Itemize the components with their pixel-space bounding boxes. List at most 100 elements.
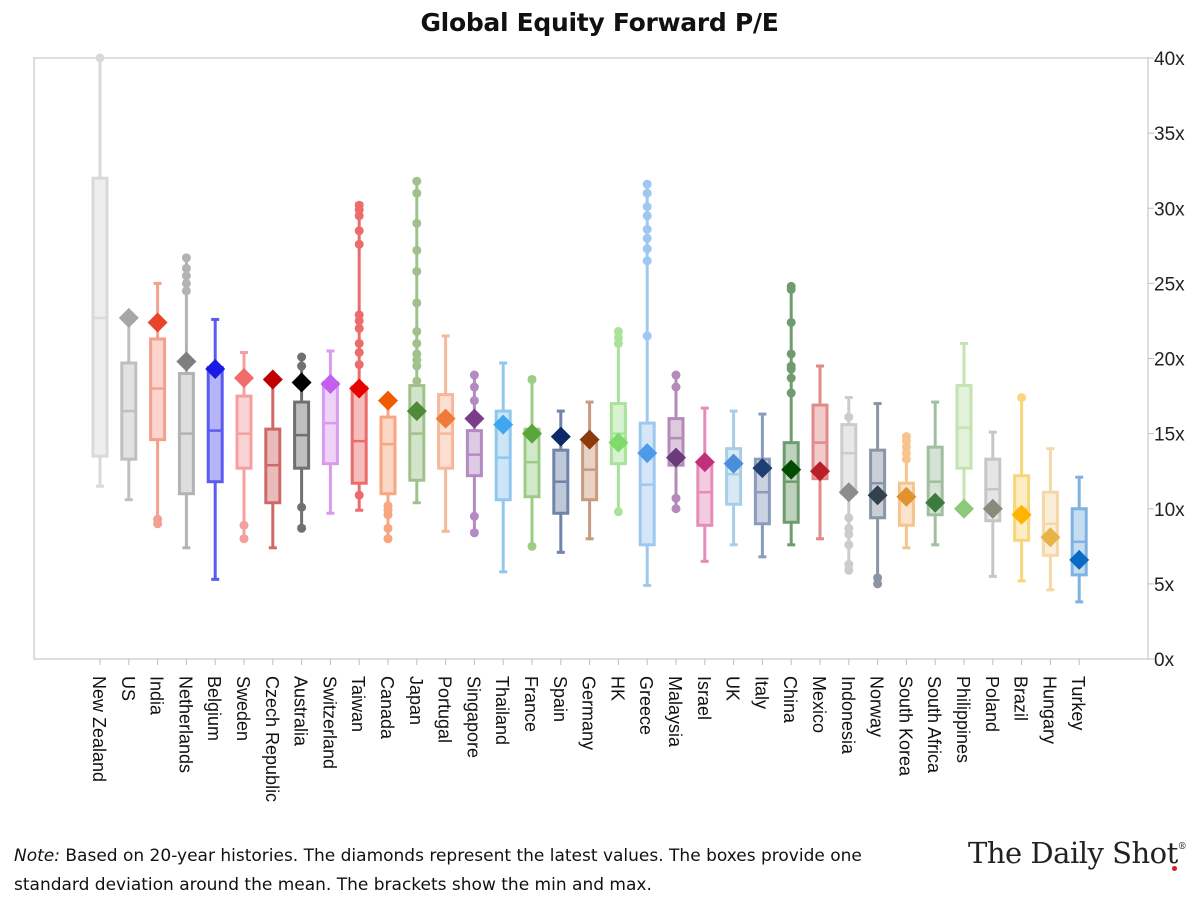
latest-value-diamond: [118, 307, 139, 328]
latest-value-diamond: [867, 485, 888, 506]
outlier-point: [239, 534, 249, 544]
y-tick-label: 15x: [1154, 425, 1185, 446]
x-tick-label: Italy: [751, 676, 771, 709]
series-south-korea: [896, 432, 917, 550]
latest-value-diamond: [291, 372, 312, 393]
latest-value-diamond: [493, 414, 514, 435]
outlier-point: [354, 239, 364, 249]
x-tick-label: Thailand: [492, 676, 512, 745]
x-tick-label: India: [147, 676, 167, 716]
x-tick-label: Canada: [377, 676, 397, 740]
x-tick-label: Switzerland: [319, 676, 339, 769]
series-thailand: [493, 361, 514, 574]
x-tick-label: Taiwan: [348, 676, 368, 732]
outlier-point: [527, 541, 537, 551]
x-tick-label: Norway: [867, 676, 887, 737]
outlier-point: [786, 281, 796, 291]
box-plot-chart: 0x 5x 10x 15x 20x 25x 30x 35x 40x New Zealand US I…: [33, 49, 1185, 802]
latest-value-diamond: [579, 429, 600, 450]
series-malaysia: [666, 370, 686, 514]
outlier-point: [239, 520, 249, 530]
latest-value-diamond: [378, 390, 398, 411]
y-tick-label: 5x: [1154, 575, 1175, 596]
std-dev-box: [206, 366, 224, 484]
series-hungary: [1040, 447, 1061, 592]
brand-dot: [1172, 866, 1177, 871]
x-tick-label: China: [780, 676, 800, 724]
outlier-point: [844, 412, 854, 422]
series-sweden: [234, 350, 254, 544]
series-france: [522, 375, 542, 551]
series-us: [118, 307, 139, 502]
series-uk: [723, 409, 744, 547]
latest-value-diamond: [522, 423, 542, 444]
series-india: [147, 281, 168, 529]
outlier-point: [873, 573, 883, 583]
outlier-point: [297, 352, 307, 362]
series-hk: [608, 326, 629, 517]
latest-value-diamond: [320, 374, 341, 395]
x-tick-label: Turkey: [1068, 676, 1088, 730]
outlier-point: [901, 432, 911, 442]
outlier-point: [1017, 393, 1027, 403]
y-tick-label: 0x: [1154, 650, 1175, 671]
outlier-point: [412, 326, 422, 336]
outlier-point: [642, 211, 652, 221]
outlier-point: [412, 298, 422, 308]
std-dev-box: [581, 441, 599, 502]
x-tick-label: UK: [723, 676, 743, 701]
outlier-point: [613, 326, 623, 336]
outlier-point: [297, 523, 307, 533]
x-tick-label: Poland: [982, 676, 1002, 732]
series-brazil: [1011, 393, 1032, 583]
outlier-point: [844, 523, 854, 533]
outlier-point: [469, 511, 479, 521]
x-tick-label: Mexico: [809, 676, 829, 733]
outlier-point: [786, 349, 796, 359]
std-dev-box: [465, 429, 483, 478]
outlier-point: [613, 507, 623, 517]
outlier-point: [786, 373, 796, 383]
latest-value-diamond: [954, 498, 974, 519]
latest-value-diamond: [810, 461, 830, 482]
latest-value-diamond: [435, 408, 456, 429]
latest-value-diamond: [176, 351, 197, 372]
y-tick-label: 35x: [1154, 124, 1185, 145]
series-czech-republic: [262, 369, 283, 550]
x-tick-label: Greece: [636, 676, 656, 735]
series-belgium: [205, 317, 226, 581]
x-tick-label: Malaysia: [665, 676, 685, 748]
y-axis: 0x 5x 10x 15x 20x 25x 30x 35x 40x: [1148, 49, 1185, 671]
series-norway: [867, 402, 888, 589]
outlier-point: [412, 338, 422, 348]
brand-logo: The Daily Shot®: [968, 836, 1187, 870]
outlier-point: [642, 188, 652, 198]
latest-value-diamond: [205, 359, 226, 380]
outlier-point: [642, 202, 652, 212]
outlier-point: [642, 256, 652, 266]
outlier-point: [469, 370, 479, 380]
outlier-point: [181, 253, 191, 263]
y-tick-label: 20x: [1154, 350, 1185, 371]
x-tick-label: Sweden: [233, 676, 253, 741]
outlier-point: [469, 528, 479, 538]
outlier-point: [412, 188, 422, 198]
std-dev-box: [350, 385, 368, 485]
outlier-point: [181, 271, 191, 281]
outlier-point: [671, 382, 681, 392]
latest-value-diamond: [147, 312, 168, 333]
std-dev-box: [437, 393, 455, 470]
x-tick-label: Singapore: [463, 676, 483, 758]
outlier-point: [354, 226, 364, 236]
outlier-point: [469, 396, 479, 406]
series-netherlands: [176, 253, 197, 550]
x-tick-label: Belgium: [204, 676, 224, 741]
outlier-point: [181, 286, 191, 296]
series-china: [781, 281, 802, 547]
outlier-point: [786, 361, 796, 371]
outlier-point: [786, 317, 796, 327]
latest-value-diamond: [608, 432, 629, 453]
series-greece: [637, 179, 658, 587]
outlier-point: [354, 338, 364, 348]
series-canada: [378, 390, 398, 544]
